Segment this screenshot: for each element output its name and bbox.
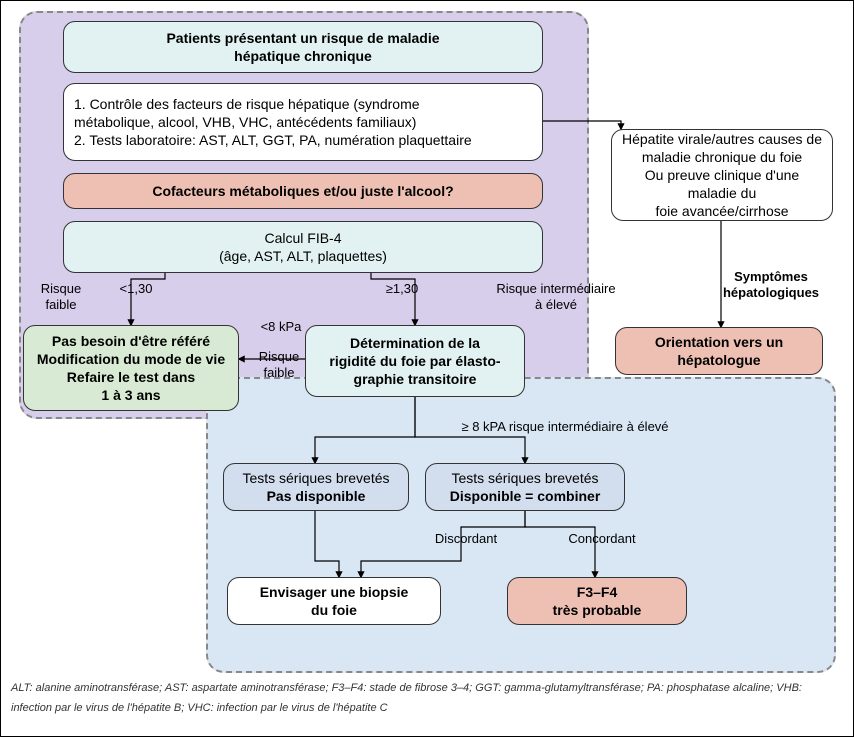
label-risk-low-left: Risquefaible [31, 281, 91, 312]
abbreviations-footnote: ALT: alanine aminotransférase; AST: aspa… [11, 679, 845, 719]
node-patient-risk-title: Patients présentant un risque de maladie… [63, 21, 543, 73]
node-line: Cofacteurs métaboliques et/ou juste l'al… [152, 182, 453, 200]
node-line: maladie chronique du foie [642, 148, 802, 166]
node-line: graphie transitoire [354, 370, 477, 388]
node-line: Tests sériques brevetés [451, 469, 598, 487]
node-line: foie avancée/cirrhose [655, 202, 788, 220]
node-line: Détermination de la [350, 334, 480, 352]
node-line: très probable [553, 601, 642, 619]
node-line: 2. Tests laboratoire: AST, ALT, GGT, PA,… [74, 131, 472, 149]
node-line: Pas besoin d'être référé [52, 332, 210, 350]
node-line: Disponible = combiner [450, 487, 601, 505]
node-line: Modification du mode de vie [37, 350, 225, 368]
label-fib4-lt-1-30: <1,30 [111, 281, 161, 297]
node-line: F3–F4 [577, 583, 617, 601]
label-risk-low-mid: Risquefaible [249, 349, 309, 380]
node-line: 1. Contrôle des facteurs de risque hépat… [74, 95, 420, 113]
node-cofactors-question: Cofacteurs métaboliques et/ou juste l'al… [63, 173, 543, 209]
node-hepatologist-referral: Orientation vers unhépatologue [615, 327, 823, 375]
node-line: (âge, AST, ALT, plaquettes) [219, 247, 387, 265]
label-risk-mid-high: Risque intermédiaireà élevé [481, 281, 631, 312]
label-discordant: Discordant [421, 531, 511, 547]
node-fib4-calc: Calcul FIB-4(âge, AST, ALT, plaquettes) [63, 221, 543, 273]
node-line: hépatique chronique [234, 47, 372, 65]
node-line: du foie [311, 601, 357, 619]
node-elastography: Détermination de larigidité du foie par … [305, 325, 525, 397]
node-line: Envisager une biopsie [260, 583, 409, 601]
node-line: 1 à 3 ans [101, 386, 160, 404]
node-no-referral: Pas besoin d'être référéModification du … [23, 325, 239, 411]
node-line: rigidité du foie par élasto- [329, 352, 500, 370]
node-line: Pas disponible [267, 487, 366, 505]
node-line: Orientation vers un [655, 333, 783, 351]
flowchart-canvas: Patients présentant un risque de maladie… [0, 0, 854, 737]
node-line: Ou preuve clinique d'une maladie du [622, 166, 822, 202]
node-serum-tests-available: Tests sériques brevetésDisponible = comb… [425, 463, 625, 511]
node-viral-hepatitis: Hépatite virale/autres causes demaladie … [611, 129, 833, 221]
node-line: métabolique, alcool, VHB, VHC, antécéden… [74, 113, 416, 131]
label-fib4-ge-1-30: ≥1,30 [377, 281, 427, 297]
node-f3-f4-likely: F3–F4très probable [507, 577, 687, 625]
node-line: Tests sériques brevetés [242, 469, 389, 487]
node-line: Calcul FIB-4 [264, 229, 341, 247]
node-line: Refaire le test dans [67, 368, 195, 386]
node-liver-biopsy: Envisager une biopsiedu foie [227, 577, 441, 625]
node-line: Hépatite virale/autres causes de [622, 130, 822, 148]
label-lt-8kpa: <8 kPa [251, 319, 311, 335]
label-hepatology-symptoms: Symptômeshépatologiques [701, 269, 841, 300]
node-serum-tests-unavailable: Tests sériques brevetésPas disponible [223, 463, 409, 511]
node-risk-checks: 1. Contrôle des facteurs de risque hépat… [63, 83, 543, 161]
node-line: Patients présentant un risque de maladie [166, 29, 439, 47]
label-ge-8kpa: ≥ 8 kPA risque intermédiaire à élevé [435, 419, 695, 435]
label-concordant: Concordant [557, 531, 647, 547]
node-line: hépatologue [677, 351, 760, 369]
